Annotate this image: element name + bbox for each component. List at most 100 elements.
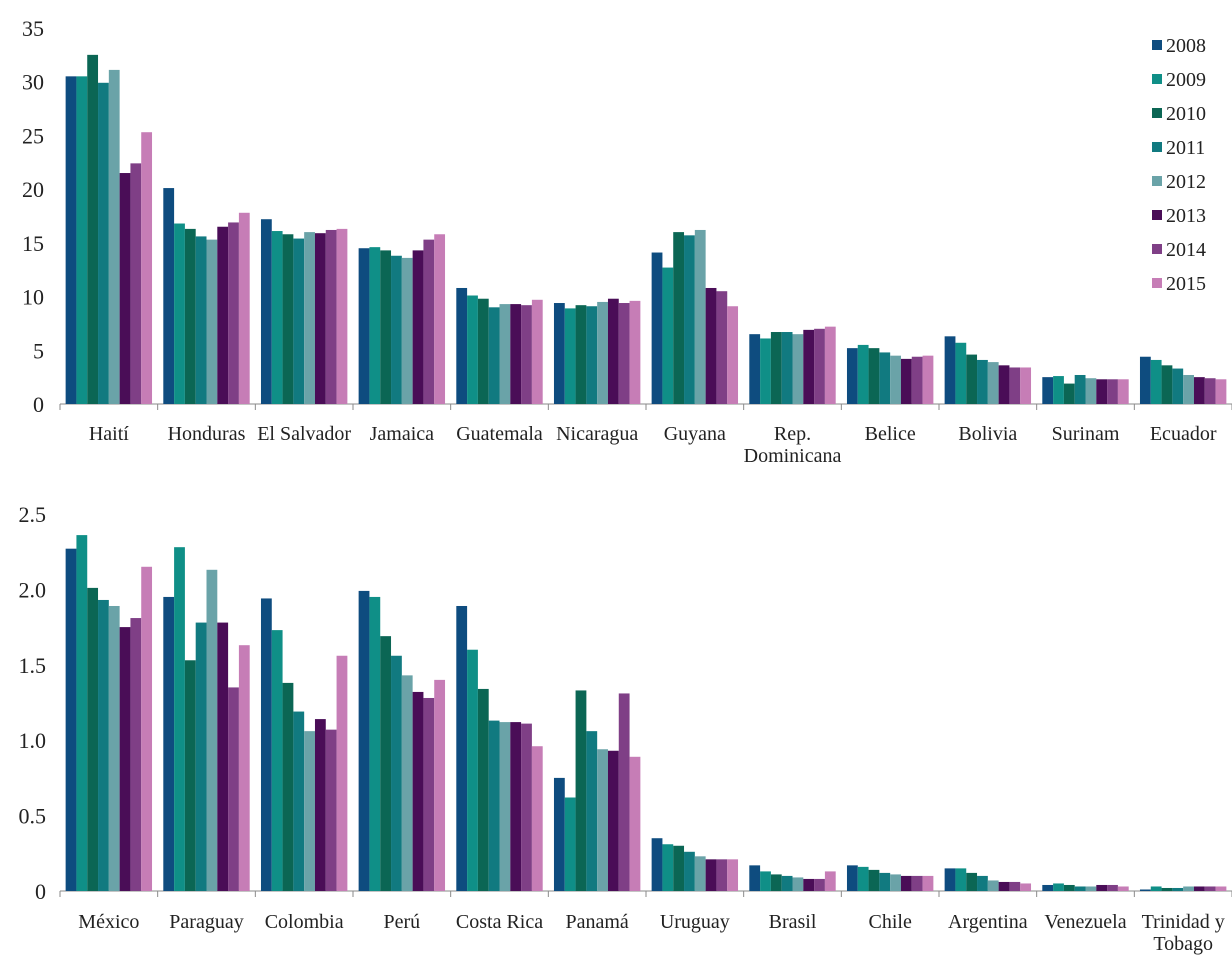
bar-2012	[694, 229, 706, 404]
y-tick-label: 1.0	[19, 728, 47, 753]
legend-label: 2010	[1166, 103, 1206, 125]
bar-2015	[336, 228, 348, 404]
bar-2015	[922, 875, 934, 891]
bar-2009	[271, 231, 283, 404]
bar-2012	[304, 731, 315, 891]
bar-2014	[228, 222, 239, 404]
bar-2011	[488, 720, 500, 891]
bar-2011	[293, 238, 305, 404]
bar-2014	[814, 878, 825, 891]
bar-2009	[760, 338, 771, 404]
bar-2010	[380, 250, 392, 404]
bar-2015	[727, 306, 739, 404]
bar-2009	[564, 308, 576, 404]
y-tick-label: 2.5	[19, 502, 47, 527]
category-label: Nicaragua	[556, 423, 638, 445]
bar-2015	[531, 299, 543, 404]
category-label: Jamaica	[370, 423, 435, 445]
bar-2011	[391, 255, 402, 404]
bar-2010	[673, 232, 685, 404]
bar-2011	[1172, 887, 1184, 891]
bar-2008	[65, 548, 77, 891]
bar-2010	[184, 228, 196, 404]
bar-2010	[673, 845, 685, 891]
bar-2012	[987, 880, 999, 891]
bar-2009	[76, 535, 88, 891]
bar-2008	[846, 865, 858, 891]
bar-2015	[1215, 379, 1227, 404]
bar-2013	[314, 719, 326, 891]
bar-2011	[586, 731, 598, 891]
bar-2008	[163, 596, 175, 891]
bar-2012	[1183, 374, 1194, 404]
bar-2015	[336, 655, 348, 891]
category-label: Ecuador	[1150, 423, 1217, 445]
bar-2015	[434, 234, 446, 404]
bar-2008	[749, 334, 761, 404]
bar-2008	[260, 219, 272, 404]
category-label: México	[78, 911, 139, 933]
bar-2011	[586, 306, 598, 404]
bar-2013	[510, 304, 522, 404]
bar-2013	[412, 250, 424, 404]
legend-label: 2012	[1166, 171, 1206, 193]
category-label: Guyana	[664, 423, 726, 445]
bar-2012	[694, 856, 706, 891]
bar-2010	[1161, 365, 1173, 404]
bar-2014	[814, 328, 825, 404]
bar-2015	[141, 566, 153, 891]
bar-2011	[879, 352, 891, 404]
bar-2011	[1074, 374, 1086, 404]
bar-2014	[1204, 886, 1216, 891]
bar-2009	[76, 76, 88, 404]
bar-2009	[955, 868, 967, 891]
bar-2015	[238, 645, 250, 891]
bar-2011	[195, 622, 207, 891]
bar-2010	[380, 636, 392, 891]
legend-label: 2013	[1166, 205, 1206, 227]
legend-swatch-2009	[1152, 74, 1162, 84]
bar-2010	[575, 305, 587, 404]
category-label: Haití	[89, 423, 129, 445]
bar-2014	[1107, 884, 1118, 891]
bar-2008	[65, 76, 77, 404]
bar-2011	[684, 235, 695, 404]
bar-2011	[391, 655, 402, 891]
bar-2013	[1193, 377, 1205, 404]
bar-2014	[1009, 881, 1021, 891]
y-tick-label: 25	[22, 123, 44, 148]
bar-2015	[1117, 886, 1129, 891]
y-tick-label: 10	[22, 285, 44, 310]
legend-label: 2008	[1166, 35, 1206, 57]
bar-2014	[716, 859, 728, 891]
bar-2012	[597, 301, 608, 404]
bar-2012	[304, 232, 315, 404]
bar-2008	[1042, 884, 1054, 891]
bar-2013	[314, 233, 326, 404]
y-tick-label: 5	[33, 338, 44, 363]
bar-2009	[174, 547, 185, 891]
bar-2013	[803, 878, 815, 891]
bar-2009	[1150, 359, 1162, 404]
legend-swatch-2012	[1152, 176, 1162, 186]
bar-2009	[1053, 883, 1064, 891]
y-tick-label: 0	[35, 879, 46, 904]
bar-2009	[1053, 376, 1064, 404]
bar-2015	[141, 132, 153, 404]
bar-2015	[1215, 886, 1227, 891]
bar-2010	[1063, 383, 1075, 404]
bar-2014	[130, 618, 142, 891]
bar-2011	[1074, 886, 1086, 891]
bar-2010	[868, 869, 880, 891]
bar-2012	[792, 877, 804, 891]
bar-2012	[1085, 886, 1097, 891]
bar-2015	[238, 212, 250, 404]
bar-2014	[911, 875, 923, 891]
bar-2008	[553, 303, 565, 404]
bar-2011	[98, 599, 109, 891]
bar-2014	[130, 163, 142, 404]
bar-2009	[369, 596, 381, 891]
category-label: Uruguay	[660, 911, 730, 933]
legend-label: 2011	[1166, 137, 1205, 159]
